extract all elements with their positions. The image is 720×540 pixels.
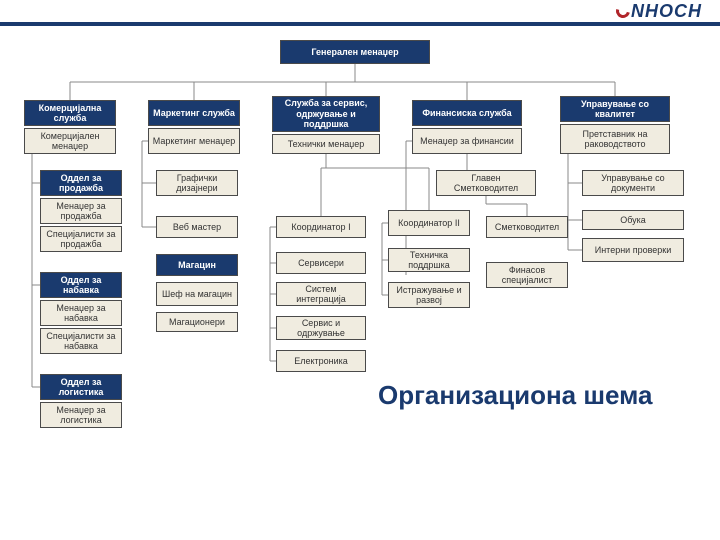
node-srv_mgr: Технички менаџер (272, 134, 380, 154)
node-rep: Претставник на раководството (560, 124, 670, 154)
node-mkt_mgr: Маркетинг менаџер (148, 128, 240, 154)
logo-icon (613, 1, 632, 20)
node-fin_dept: Финансиска служба (412, 100, 522, 126)
node-tech: Техничка поддршка (388, 248, 470, 272)
node-log_d: Оддел за логистика (40, 374, 122, 400)
node-com_mgr: Комерцијален менаџер (24, 128, 116, 154)
org-chart-canvas: Организациона шема Генерален менаџер Коме… (0, 30, 720, 540)
node-acc_h: Главен Сметководител (436, 170, 536, 196)
node-sysint: Систем интеграција (276, 282, 366, 306)
node-com_dept: Комерцијална служба (24, 100, 116, 126)
node-rnd: Истражување и развој (388, 282, 470, 308)
node-acc: Сметководител (486, 216, 568, 238)
header-bar (0, 22, 720, 26)
node-srv_dept: Служба за сервис, одржување и поддршка (272, 96, 380, 132)
node-gd: Графички дизајнери (156, 170, 238, 196)
node-svc: Сервисери (276, 252, 366, 274)
node-coord2: Координатор II (388, 210, 470, 236)
node-train: Обука (582, 210, 684, 230)
node-proc_m: Менаџер за набавка (40, 300, 122, 326)
node-wh_s: Магационери (156, 312, 238, 332)
chart-title: Организациона шема (378, 380, 653, 411)
node-proc_s: Специјалисти за набавка (40, 328, 122, 354)
node-qa: Управување со квалитет (560, 96, 670, 122)
node-finspec: Финасов специјалист (486, 262, 568, 288)
node-proc_d: Оддел за набавка (40, 272, 122, 298)
node-elec: Електроника (276, 350, 366, 372)
node-wh_m: Шеф на магацин (156, 282, 238, 306)
node-wh: Магацин (156, 254, 238, 276)
logo-text: NHOCH (631, 1, 702, 22)
node-docs: Управување со документи (582, 170, 684, 196)
node-wm: Веб мастер (156, 216, 238, 238)
node-audit: Интерни проверки (582, 238, 684, 262)
node-fin_mgr: Менаџер за финансии (412, 128, 522, 154)
node-sales_s: Специјалисти за продажба (40, 226, 122, 252)
node-coord1: Координатор I (276, 216, 366, 238)
node-svcmaint: Сервис и одржување (276, 316, 366, 340)
node-sales_m: Менаџер за продажба (40, 198, 122, 224)
logo: NHOCH (616, 0, 702, 22)
node-gm: Генерален менаџер (280, 40, 430, 64)
node-mkt_dept: Маркетинг служба (148, 100, 240, 126)
node-log_m: Менаџер за логистика (40, 402, 122, 428)
node-sales_d: Оддел за продажба (40, 170, 122, 196)
